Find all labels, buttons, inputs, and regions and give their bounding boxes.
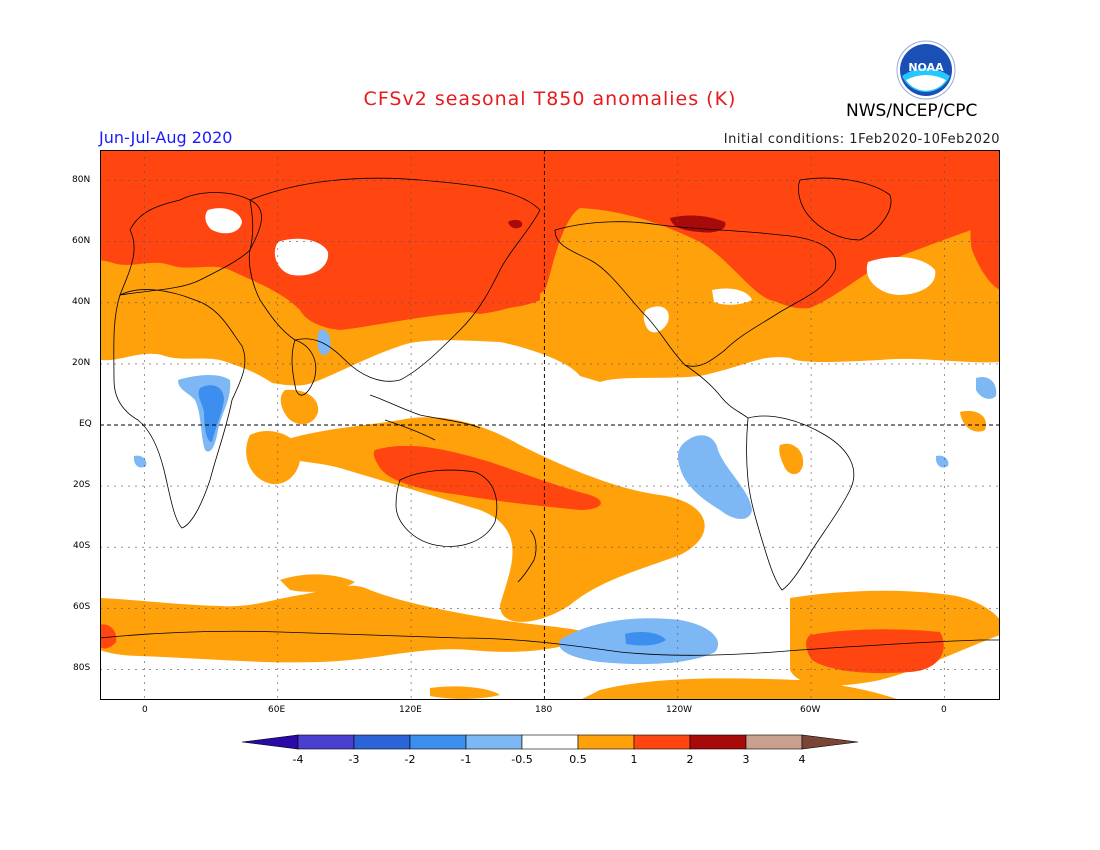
legend-tick-label: -0.5	[511, 753, 532, 766]
legend-swatch-9	[745, 734, 803, 750]
anomaly-fill-2-3	[508, 215, 726, 233]
season-label: Jun-Jul-Aug 2020	[99, 128, 233, 147]
legend-swatch-6	[577, 734, 635, 750]
legend-tick-label: 0.5	[569, 753, 587, 766]
legend-swatch-3	[409, 734, 467, 750]
legend-tick-label: 4	[799, 753, 806, 766]
lon-label-120e: 120E	[399, 705, 422, 715]
legend-swatch-5	[521, 734, 579, 750]
legend-swatch-7	[633, 734, 691, 750]
legend-tick-label: -3	[349, 753, 360, 766]
lon-label-120w: 120W	[666, 705, 693, 715]
lat-label-60n: 60N	[72, 236, 91, 246]
noaa-logo: NOAA	[896, 40, 956, 100]
lat-label-60s: 60S	[73, 602, 91, 612]
legend-swatch-8	[689, 734, 747, 750]
anomaly-map	[100, 150, 1000, 700]
lat-label-eq: EQ	[79, 419, 92, 429]
anomaly-map-svg	[100, 150, 1000, 700]
lon-label-0-east: 0	[941, 705, 947, 715]
lat-label-40s: 40S	[73, 541, 91, 551]
lat-label-80n: 80N	[72, 175, 91, 185]
legend-swatch-1	[297, 734, 355, 750]
logo-text: NOAA	[908, 61, 944, 74]
legend-arrow-high	[801, 734, 859, 750]
map-frame	[100, 150, 1000, 700]
coastlines	[100, 177, 1000, 656]
lon-label-60e: 60E	[268, 705, 286, 715]
legend-swatch-4	[465, 734, 523, 750]
initial-conditions-label: Initial conditions: 1Feb2020-10Feb2020	[723, 132, 1000, 147]
legend-swatch-2	[353, 734, 411, 750]
color-legend: -4 -3 -2 -1 -0.5 0.5 1 2 3 4	[240, 733, 862, 769]
legend-tick-label: 3	[743, 753, 750, 766]
legend-tick-label: -4	[293, 753, 304, 766]
lat-label-20s: 20S	[73, 480, 91, 490]
anomaly-fill-minus2-minus1	[198, 385, 666, 646]
anomaly-fill-neutral	[205, 208, 936, 333]
lon-label-60w: 60W	[800, 705, 821, 715]
agency-label: NWS/NCEP/CPC	[846, 101, 978, 121]
legend-arrow-low	[241, 734, 299, 750]
legend-tick-label: 2	[687, 753, 694, 766]
lon-label-180: 180	[535, 705, 553, 715]
anomaly-fields	[100, 150, 1000, 700]
lat-label-40n: 40N	[72, 297, 91, 307]
legend-tick-label: -1	[461, 753, 472, 766]
reference-lines	[100, 150, 1000, 700]
lat-label-80s: 80S	[73, 663, 91, 673]
lon-label-0-west: 0	[142, 705, 148, 715]
legend-tick-label: 1	[631, 753, 638, 766]
lat-label-20n: 20N	[72, 358, 91, 368]
legend-tick-label: -2	[405, 753, 416, 766]
map-title: CFSv2 seasonal T850 anomalies (K)	[363, 88, 737, 110]
